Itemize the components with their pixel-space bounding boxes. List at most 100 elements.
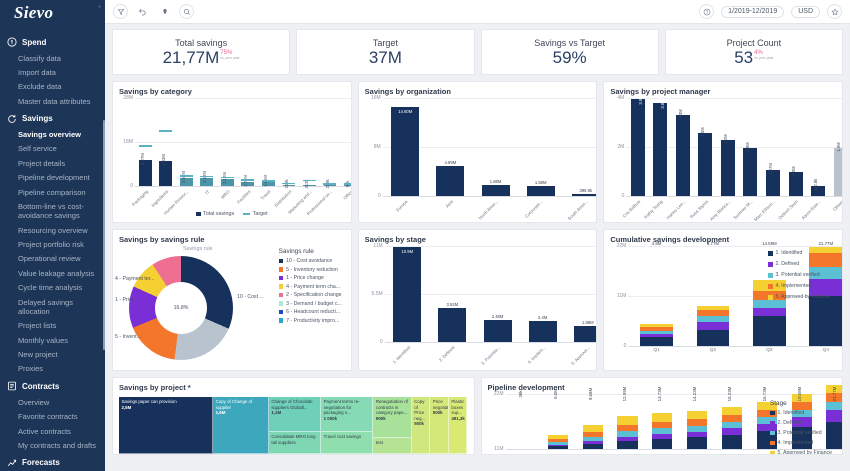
bar[interactable]: 2.12M (220, 173, 234, 186)
sidebar-item-new-project[interactable]: New project (18, 350, 58, 359)
sidebar-scrollbar[interactable] (103, 120, 105, 350)
kpi-target[interactable]: Target 37M (296, 29, 475, 75)
legend-item[interactable]: 10 - Cost avoidance (278, 258, 347, 264)
bar-column[interactable]: 14.60M Europe (383, 98, 428, 213)
card-savings-by-savings-rule[interactable]: Savings by savings rule Savings rule 16.… (112, 229, 352, 371)
sidebar-item-exclude-data[interactable]: Exclude data (18, 82, 62, 92)
stack-column[interactable]: 4.8M Q1 (628, 241, 684, 353)
stack-segment[interactable] (721, 407, 743, 416)
legend-item[interactable]: 4. Implemented (770, 440, 840, 446)
bar-column[interactable]: 218kProfessional se... (306, 98, 341, 216)
sidebar-item-project-details[interactable]: Project details (18, 158, 66, 168)
stack-segment[interactable] (696, 330, 730, 346)
stack-segment[interactable] (826, 402, 843, 410)
stack-segment[interactable] (640, 331, 673, 334)
bar-column[interactable]: 1.27M Facilities (236, 98, 259, 205)
sidebar-item-master-data-attributes[interactable]: Master data attributes (18, 96, 91, 106)
card-cumulative-savings-development[interactable]: Cumulative savings development 22M 11M 0 4.… (603, 229, 844, 371)
stack-segment[interactable] (652, 413, 673, 422)
bar[interactable]: 2.4M (528, 315, 557, 342)
stack-segment[interactable] (617, 415, 638, 425)
legend-item[interactable]: 1. Identified (770, 410, 840, 416)
star-icon[interactable] (827, 4, 842, 19)
sidebar-group-savings[interactable]: Savings (0, 109, 105, 128)
stack-column[interactable]: 21.77M Q4 (798, 241, 843, 353)
bar[interactable]: 1.07M (766, 163, 780, 196)
stack-segment[interactable] (652, 438, 673, 449)
stack-column[interactable]: 14.23M (680, 386, 715, 449)
card-savings-by-organization[interactable]: Savings by organization 16M 8M 0 14.60M Euro… (357, 81, 598, 223)
bar[interactable]: 248k (282, 179, 296, 189)
stack-segment[interactable] (826, 409, 843, 422)
stack-column[interactable]: 9.68M (575, 387, 610, 449)
stack-segment[interactable] (756, 409, 777, 418)
stack-segment[interactable] (756, 401, 777, 410)
stack-segment[interactable] (547, 434, 568, 440)
legend-item[interactable]: 6 - Headcount reducti... (278, 309, 347, 315)
bar[interactable]: 3.3M (675, 110, 690, 196)
stack-column[interactable]: 15.23M (715, 386, 750, 449)
stack-segment[interactable] (617, 431, 638, 437)
stack-segment[interactable] (753, 300, 786, 308)
bar[interactable]: 218k (323, 179, 337, 189)
legend-item[interactable]: 5. Approved by Finance (770, 450, 840, 454)
treemap-cell[interactable]: Plastic boxes sup... 491,3k (448, 397, 468, 454)
stack-segment[interactable] (756, 423, 777, 432)
treemap-cell[interactable]: Copy of Change of supplier 1,6M (213, 397, 269, 454)
bar-column[interactable]: 3.92M 2. Defined (430, 246, 475, 363)
sidebar-item-proxies[interactable]: Proxies (18, 364, 44, 374)
legend-item[interactable]: 3. Potential verified (770, 430, 840, 436)
app-logo[interactable]: Sievo (14, 3, 54, 22)
stack-segment[interactable] (582, 443, 603, 449)
stack-segment[interactable] (753, 316, 786, 346)
stack-segment[interactable] (687, 431, 708, 437)
stack-segment[interactable] (617, 424, 638, 432)
sidebar-group-contracts[interactable]: Contracts (0, 376, 105, 395)
bar-column[interactable]: 8.27M Packaging (131, 98, 156, 207)
help-icon[interactable] (699, 4, 715, 19)
stack-segment[interactable] (826, 421, 843, 449)
stack-segment[interactable] (826, 384, 843, 394)
stack-segment[interactable] (547, 445, 568, 447)
stack-segment[interactable] (791, 410, 812, 418)
bar-column[interactable]: 3.8M Kathy Tsang (643, 98, 672, 220)
stack-segment[interactable] (696, 322, 730, 331)
bar-column[interactable]: 1.9M Others (829, 98, 843, 212)
stack-segment[interactable] (547, 446, 568, 449)
stack-segment[interactable] (640, 336, 673, 346)
stack-segment[interactable] (809, 267, 843, 280)
sidebar-item-my-contracts-and-drafts[interactable]: My contracts and drafts (18, 440, 96, 450)
stack-segment[interactable] (696, 316, 730, 323)
bar-column[interactable]: 2.42M IT (197, 98, 218, 195)
treemap-cell[interactable]: Consolidate MRO long tail suppliers (268, 432, 322, 454)
kpi-project-count[interactable]: Project Count 53 4% vs. prev year (664, 29, 843, 75)
stack-segment[interactable] (652, 428, 673, 435)
stack-segment[interactable] (791, 427, 812, 449)
bar[interactable]: 1.0M (788, 166, 803, 196)
card-pipeline-development[interactable]: Pipeline development 22M 11M 38k 6.0M 9.68M 1… (480, 377, 843, 455)
legend-item[interactable]: 3. Potential verified (768, 272, 840, 278)
sidebar-item-favorite-contracts[interactable]: Favorite contracts (18, 412, 78, 422)
stack-segment[interactable] (791, 402, 812, 411)
stack-segment[interactable] (547, 439, 568, 443)
bar[interactable]: 2.58M (179, 171, 193, 186)
bar[interactable]: 412.8k (811, 179, 826, 196)
bar[interactable]: 1.88M (481, 179, 510, 196)
treemap-cell[interactable]: Renegotiation of contracts in category p… (373, 397, 412, 439)
bar[interactable]: 3.8M (653, 100, 668, 196)
collapse-sidebar-button[interactable]: « (98, 4, 101, 10)
treemap[interactable]: Savings paper can provision 2,5M Copy of C… (119, 397, 468, 454)
treemap-cell[interactable]: Payment terms re-negotiation for packagi… (321, 397, 374, 433)
bar[interactable]: 1.88M (573, 320, 597, 342)
stack-column[interactable]: 6.0M (540, 389, 575, 449)
bar-column[interactable]: 412.8k Aaron Este... (800, 98, 830, 220)
kpi-savings-vs-target[interactable]: Savings vs Target 59% (480, 29, 659, 75)
bar-column[interactable]: 2.5M Russ Styres (689, 98, 717, 219)
stack-segment[interactable] (756, 417, 777, 424)
legend-item[interactable]: 2. Defined (770, 420, 840, 426)
bar-column[interactable]: 95k Office (340, 98, 351, 201)
stack-segment[interactable] (640, 324, 673, 327)
sidebar-item-operational-review[interactable]: Operational review (18, 254, 81, 264)
stack-segment[interactable] (617, 436, 638, 441)
sidebar-item-resourcing-overview[interactable]: Resourcing overview (18, 225, 88, 235)
